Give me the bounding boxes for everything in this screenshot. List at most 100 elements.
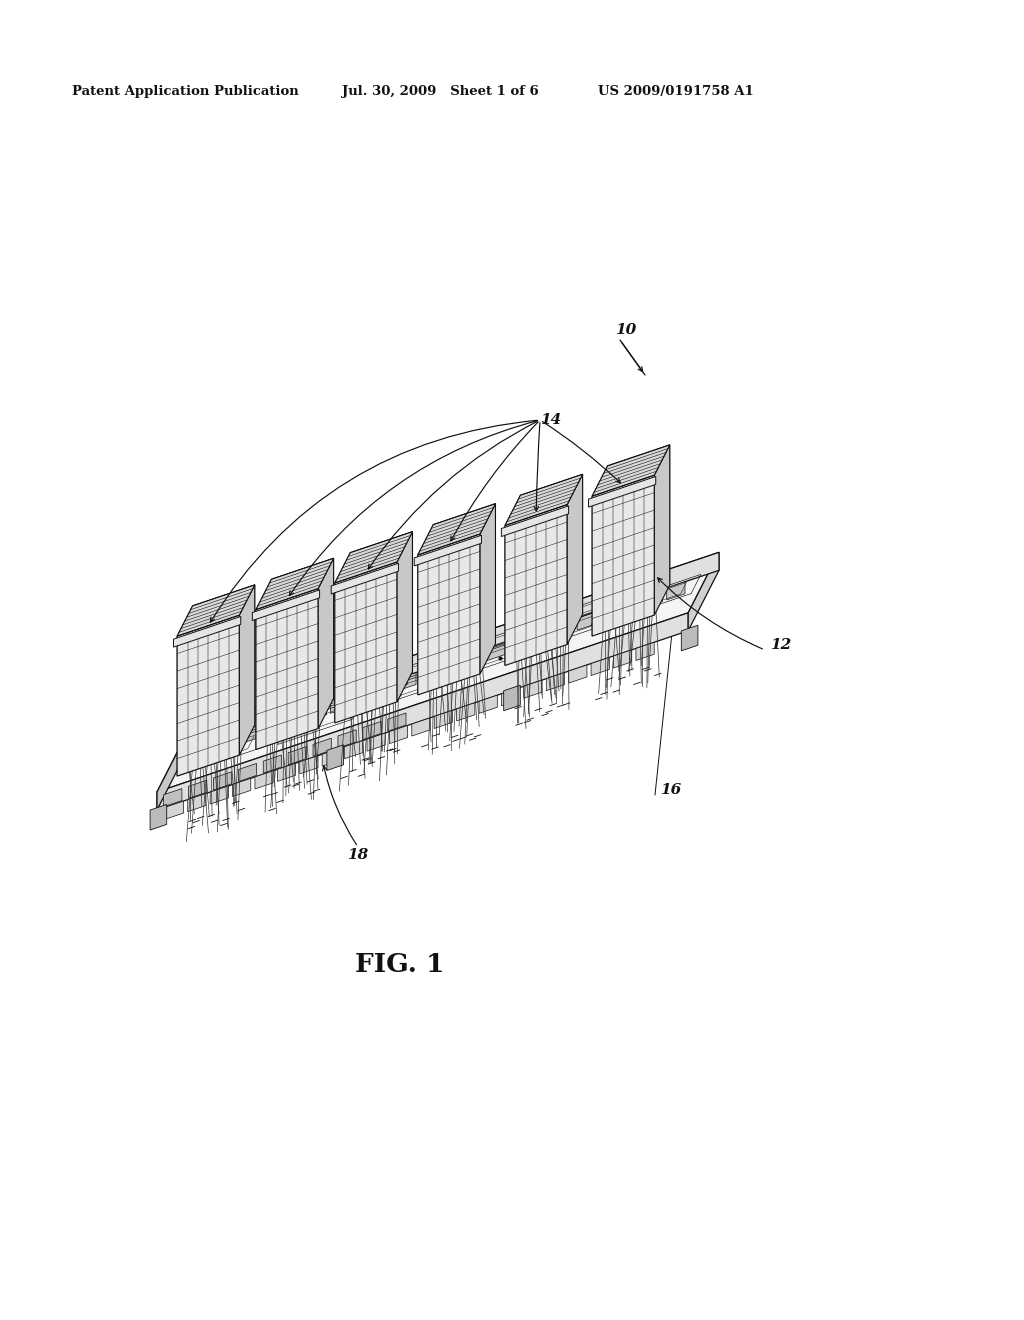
Polygon shape — [433, 504, 496, 665]
Polygon shape — [263, 755, 282, 774]
Polygon shape — [644, 589, 663, 607]
Polygon shape — [681, 626, 698, 651]
Polygon shape — [592, 445, 670, 496]
Polygon shape — [599, 605, 617, 623]
Polygon shape — [591, 657, 609, 676]
Polygon shape — [338, 730, 356, 748]
Polygon shape — [157, 552, 719, 792]
Polygon shape — [487, 643, 506, 660]
Polygon shape — [367, 733, 385, 751]
Polygon shape — [255, 771, 273, 789]
Polygon shape — [232, 779, 251, 796]
Polygon shape — [592, 475, 654, 636]
Polygon shape — [164, 788, 182, 807]
Polygon shape — [157, 612, 688, 810]
Polygon shape — [278, 763, 296, 781]
Polygon shape — [502, 506, 568, 536]
Polygon shape — [546, 672, 564, 690]
Polygon shape — [412, 718, 430, 737]
Polygon shape — [177, 606, 193, 776]
Polygon shape — [335, 562, 397, 723]
Polygon shape — [465, 649, 483, 668]
Polygon shape — [187, 793, 206, 812]
Polygon shape — [418, 504, 496, 554]
Polygon shape — [157, 731, 187, 810]
Polygon shape — [654, 445, 670, 615]
Text: FIG. 1: FIG. 1 — [355, 953, 444, 978]
Polygon shape — [177, 615, 240, 776]
Polygon shape — [502, 688, 520, 706]
Polygon shape — [256, 589, 318, 750]
Polygon shape — [345, 741, 362, 759]
Text: 18: 18 — [347, 847, 369, 862]
Polygon shape — [193, 585, 255, 746]
Polygon shape — [187, 552, 719, 750]
Polygon shape — [520, 474, 583, 635]
Polygon shape — [318, 558, 334, 729]
Polygon shape — [418, 533, 480, 694]
Polygon shape — [239, 763, 257, 781]
Polygon shape — [323, 748, 340, 767]
Polygon shape — [335, 532, 413, 583]
Text: 10: 10 — [615, 323, 636, 337]
Polygon shape — [388, 713, 406, 731]
Polygon shape — [240, 585, 255, 755]
Polygon shape — [331, 696, 349, 713]
Polygon shape — [434, 710, 453, 729]
Polygon shape — [362, 722, 381, 739]
Polygon shape — [688, 552, 719, 631]
Polygon shape — [252, 590, 319, 620]
Polygon shape — [589, 477, 655, 507]
Polygon shape — [308, 702, 327, 721]
Polygon shape — [613, 649, 632, 668]
Polygon shape — [418, 524, 433, 694]
Polygon shape — [335, 553, 350, 723]
Polygon shape — [420, 665, 438, 684]
Polygon shape — [578, 612, 595, 630]
Polygon shape — [218, 733, 237, 751]
Polygon shape — [505, 495, 520, 665]
Polygon shape — [151, 804, 167, 830]
Polygon shape — [353, 688, 372, 706]
Polygon shape — [415, 536, 481, 566]
Polygon shape — [479, 696, 498, 713]
Polygon shape — [263, 718, 282, 737]
Polygon shape — [442, 657, 461, 676]
Polygon shape — [607, 445, 670, 606]
Polygon shape — [300, 755, 318, 774]
Polygon shape — [510, 635, 528, 653]
Polygon shape — [457, 702, 475, 721]
Polygon shape — [313, 738, 332, 756]
Polygon shape — [350, 532, 413, 693]
Text: 12: 12 — [770, 638, 792, 652]
Polygon shape — [667, 582, 685, 599]
Polygon shape — [505, 504, 567, 665]
Polygon shape — [389, 726, 408, 743]
Polygon shape — [256, 579, 271, 750]
Polygon shape — [286, 710, 304, 729]
Text: Jul. 30, 2009   Sheet 1 of 6: Jul. 30, 2009 Sheet 1 of 6 — [342, 86, 539, 99]
Polygon shape — [213, 772, 231, 789]
Polygon shape — [188, 780, 207, 799]
Polygon shape — [504, 685, 520, 710]
Polygon shape — [505, 474, 583, 525]
Polygon shape — [568, 665, 587, 684]
Text: 14: 14 — [540, 413, 561, 426]
Polygon shape — [524, 680, 542, 698]
Polygon shape — [288, 747, 306, 764]
Polygon shape — [622, 597, 640, 615]
Polygon shape — [197, 741, 214, 759]
Polygon shape — [271, 558, 334, 719]
Polygon shape — [555, 619, 572, 638]
Polygon shape — [592, 466, 607, 636]
Polygon shape — [636, 643, 654, 660]
Polygon shape — [376, 680, 393, 698]
Polygon shape — [173, 616, 241, 647]
Polygon shape — [397, 672, 416, 690]
Polygon shape — [532, 627, 551, 645]
Polygon shape — [567, 474, 583, 644]
Polygon shape — [210, 785, 228, 804]
Polygon shape — [256, 558, 334, 610]
Text: 16: 16 — [660, 783, 681, 797]
Text: Patent Application Publication: Patent Application Publication — [72, 86, 299, 99]
